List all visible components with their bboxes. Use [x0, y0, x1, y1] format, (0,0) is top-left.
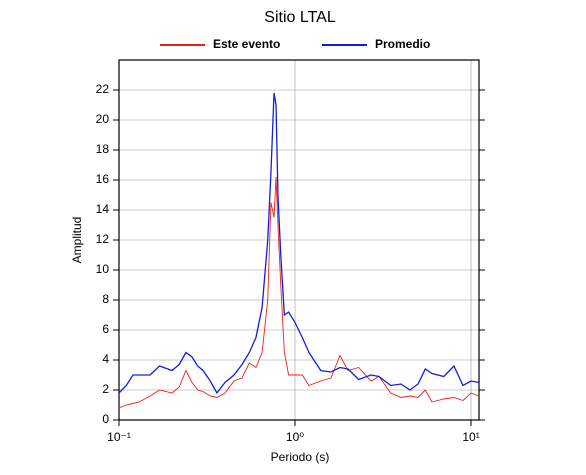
y-tick-label: 14: [96, 202, 110, 216]
legend-label: Promedio: [375, 37, 430, 51]
y-tick-label: 2: [102, 382, 109, 396]
plot-frame: [118, 59, 480, 421]
series-line: [118, 176, 480, 409]
y-tick-label: 6: [102, 322, 109, 336]
y-tick-label: 16: [96, 172, 110, 186]
x-tick-label: 10⁰: [286, 430, 304, 444]
x-axis-label: Periodo (s): [271, 450, 330, 464]
y-tick-label: 8: [102, 292, 109, 306]
legend-label: Este evento: [213, 37, 280, 51]
y-tick-label: 20: [96, 112, 110, 126]
y-tick-label: 22: [96, 82, 110, 96]
y-tick-label: 12: [96, 232, 110, 246]
y-tick-label: 4: [102, 352, 109, 366]
x-tick-label: 10¹: [462, 430, 479, 444]
chart-title: Sitio LTAL: [264, 9, 336, 26]
y-tick-label: 0: [102, 412, 109, 426]
y-tick-label: 10: [96, 262, 110, 276]
x-tick-label: 10⁻¹: [107, 430, 131, 444]
y-tick-label: 18: [96, 142, 110, 156]
series-line: [118, 92, 480, 395]
y-axis-label: Amplitud: [70, 217, 84, 264]
